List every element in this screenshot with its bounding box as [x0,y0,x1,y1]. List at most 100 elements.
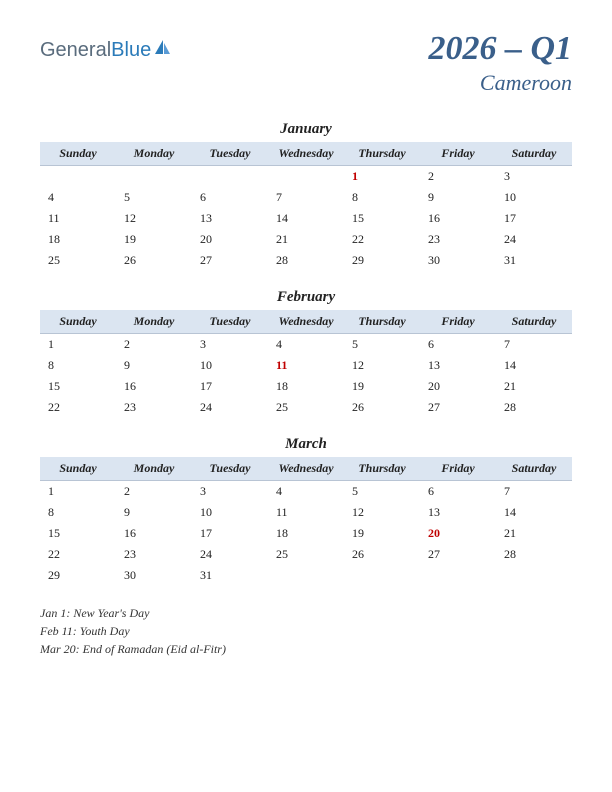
day-cell: 17 [496,208,572,229]
day-cell: 4 [40,187,116,208]
day-cell: 8 [40,502,116,523]
month-block: MarchSundayMondayTuesdayWednesdayThursda… [40,436,572,586]
day-header: Wednesday [268,457,344,481]
day-cell: 13 [420,355,496,376]
day-cell: 3 [496,166,572,188]
table-row: 22232425262728 [40,397,572,418]
month-block: JanuarySundayMondayTuesdayWednesdayThurs… [40,121,572,271]
table-row: 15161718192021 [40,523,572,544]
day-cell: 11 [40,208,116,229]
calendar-table: SundayMondayTuesdayWednesdayThursdayFrid… [40,142,572,271]
holiday-list: Jan 1: New Year's DayFeb 11: Youth DayMa… [40,604,572,658]
logo-text-general: General [40,39,111,61]
day-cell: 15 [40,523,116,544]
table-row: 1234567 [40,334,572,356]
day-cell: 13 [192,208,268,229]
day-cell: 2 [420,166,496,188]
calendar-table: SundayMondayTuesdayWednesdayThursdayFrid… [40,310,572,418]
table-row: 1234567 [40,481,572,503]
day-cell: 14 [268,208,344,229]
day-cell: 17 [192,376,268,397]
day-cell: 2 [116,334,192,356]
country-name: Cameroon [428,70,572,96]
months-container: JanuarySundayMondayTuesdayWednesdayThurs… [40,121,572,586]
day-cell: 6 [420,334,496,356]
day-cell: 22 [344,229,420,250]
day-cell [192,166,268,188]
holiday-entry: Jan 1: New Year's Day [40,604,572,622]
day-cell: 5 [344,334,420,356]
day-cell: 26 [344,544,420,565]
day-header: Wednesday [268,142,344,166]
day-cell: 23 [116,544,192,565]
day-cell: 16 [420,208,496,229]
day-header: Sunday [40,310,116,334]
day-cell: 9 [420,187,496,208]
day-cell: 24 [192,397,268,418]
table-row: 18192021222324 [40,229,572,250]
day-cell: 14 [496,355,572,376]
quarter-title: 2026 – Q1 [428,30,572,68]
table-row: 25262728293031 [40,250,572,271]
day-cell: 16 [116,523,192,544]
day-cell [420,565,496,586]
day-header: Friday [420,457,496,481]
day-header: Friday [420,142,496,166]
day-cell [268,565,344,586]
calendar-table: SundayMondayTuesdayWednesdayThursdayFrid… [40,457,572,586]
day-cell: 8 [40,355,116,376]
day-cell: 27 [420,544,496,565]
day-cell: 10 [192,355,268,376]
day-cell: 18 [268,376,344,397]
day-cell: 3 [192,481,268,503]
day-cell: 16 [116,376,192,397]
day-cell [116,166,192,188]
day-cell: 7 [496,481,572,503]
day-cell: 1 [40,334,116,356]
title-block: 2026 – Q1 Cameroon [428,30,572,96]
month-name: February [40,289,572,306]
day-cell: 15 [344,208,420,229]
logo: GeneralBlue [40,38,173,63]
day-cell: 30 [116,565,192,586]
logo-text-blue: Blue [111,39,151,61]
day-cell: 25 [268,397,344,418]
table-row: 123 [40,166,572,188]
day-header: Thursday [344,310,420,334]
table-row: 293031 [40,565,572,586]
table-row: 22232425262728 [40,544,572,565]
day-cell: 21 [496,523,572,544]
day-cell: 7 [268,187,344,208]
day-cell: 20 [420,523,496,544]
table-row: 45678910 [40,187,572,208]
table-row: 891011121314 [40,355,572,376]
day-cell: 9 [116,355,192,376]
day-header: Saturday [496,310,572,334]
day-cell: 28 [496,397,572,418]
day-cell: 18 [268,523,344,544]
day-cell: 11 [268,355,344,376]
day-cell: 21 [268,229,344,250]
day-cell: 31 [192,565,268,586]
day-cell [40,166,116,188]
table-row: 11121314151617 [40,208,572,229]
holiday-entry: Feb 11: Youth Day [40,622,572,640]
day-cell: 1 [344,166,420,188]
day-cell: 28 [268,250,344,271]
day-cell: 13 [420,502,496,523]
day-cell: 14 [496,502,572,523]
day-cell: 6 [192,187,268,208]
day-cell: 22 [40,544,116,565]
day-cell: 26 [344,397,420,418]
day-cell: 8 [344,187,420,208]
table-row: 15161718192021 [40,376,572,397]
day-cell: 19 [344,376,420,397]
day-header: Tuesday [192,142,268,166]
day-cell [268,166,344,188]
day-cell [344,565,420,586]
day-cell: 10 [496,187,572,208]
day-header: Monday [116,310,192,334]
day-cell: 15 [40,376,116,397]
day-cell: 30 [420,250,496,271]
day-cell: 4 [268,481,344,503]
